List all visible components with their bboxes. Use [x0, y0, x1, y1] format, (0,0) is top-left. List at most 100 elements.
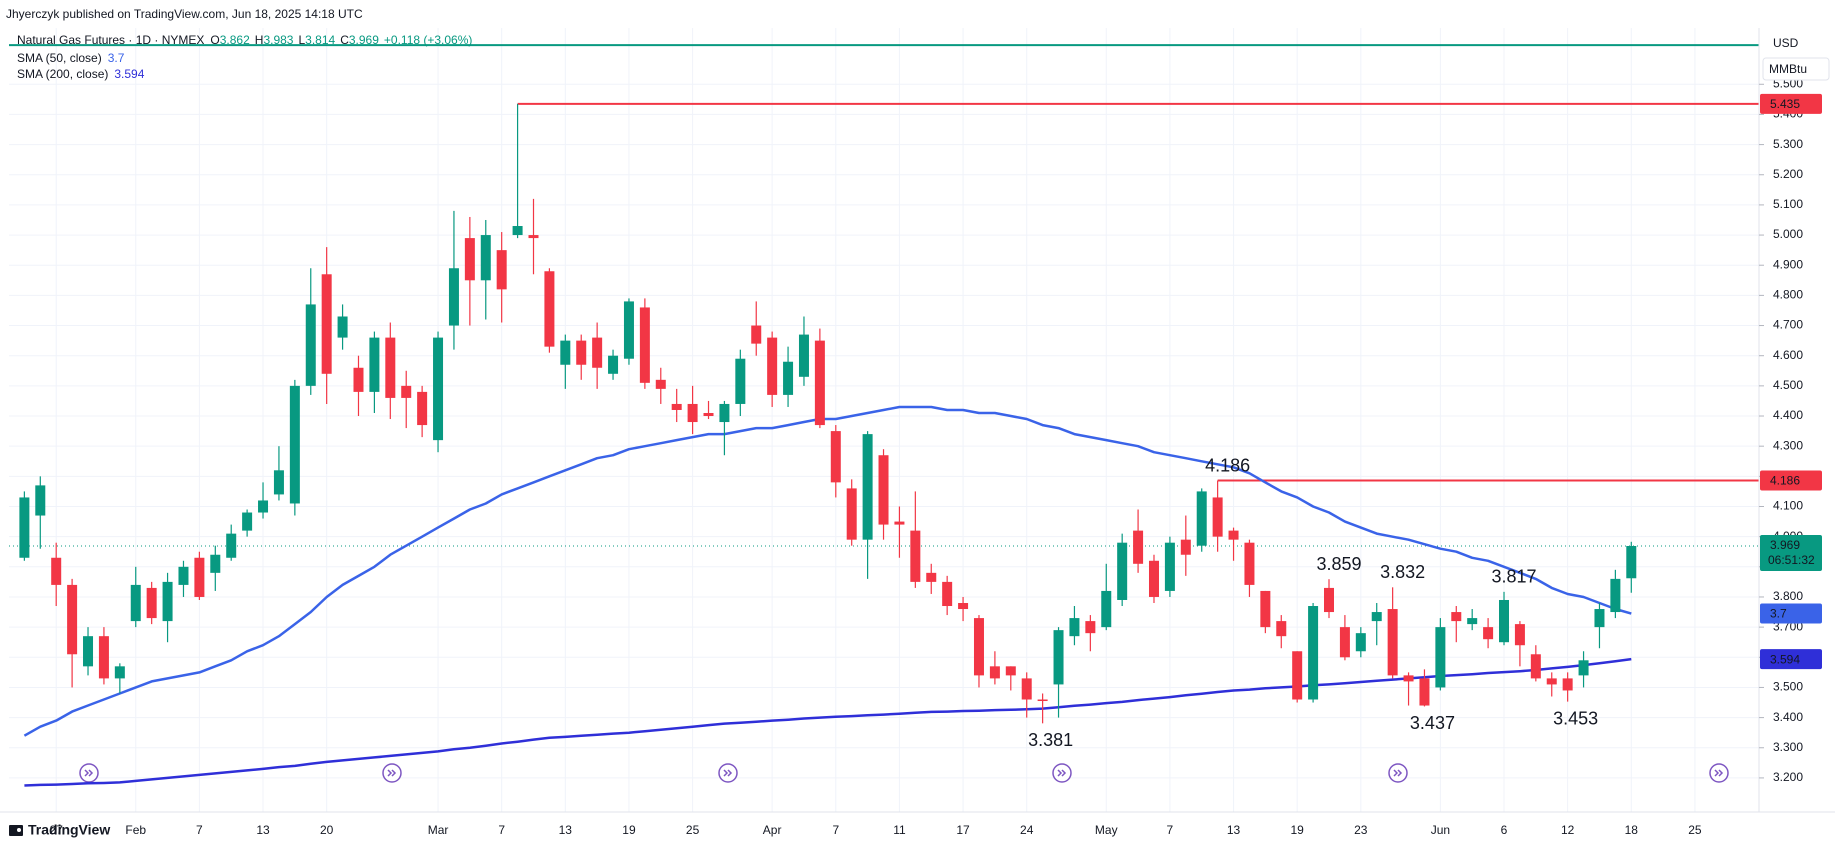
candle-body	[1499, 599, 1510, 643]
candle-body	[1562, 678, 1573, 691]
candle-body	[528, 235, 539, 239]
candle-body	[1467, 618, 1478, 625]
high-annotation: 4.186	[1205, 455, 1250, 475]
legend-row: Natural Gas Futures · 1D · NYMEX O3.862 H3…	[17, 33, 472, 47]
x-tick-label: 11	[893, 823, 906, 837]
sma-tag-label: 3.7	[1770, 607, 1787, 621]
candle-body	[242, 512, 253, 531]
y-tick-label: 4.400	[1773, 408, 1803, 422]
x-tick-label: May	[1095, 823, 1118, 837]
candle-body	[417, 391, 428, 426]
candle-body	[1005, 666, 1016, 676]
candle-body	[210, 554, 221, 573]
candle-body	[894, 521, 905, 525]
last-price-tag	[1760, 535, 1822, 571]
logo-mark	[9, 825, 23, 836]
candle-body	[114, 666, 125, 679]
logo-dot	[17, 828, 21, 832]
candle-body	[258, 500, 269, 513]
candle-body	[162, 581, 173, 622]
unit-box	[1762, 57, 1830, 81]
y-tick-label: 3.200	[1773, 770, 1803, 784]
event-icon-arrow	[1714, 769, 1724, 777]
candle-body	[289, 385, 300, 504]
candle-body	[83, 636, 94, 667]
x-tick-label: 17	[956, 823, 970, 837]
candle-body	[1483, 627, 1494, 640]
close-value: 3.969	[349, 33, 379, 47]
candle-body	[1101, 590, 1112, 628]
candle-body	[1053, 630, 1064, 685]
candle-body	[814, 340, 825, 426]
candle-body	[464, 238, 475, 281]
y-tick-label: 3.400	[1773, 710, 1803, 724]
x-tick-label: 13	[1227, 823, 1241, 837]
candle-body	[1196, 491, 1207, 546]
candle-body	[639, 307, 650, 383]
symbol-title: Natural Gas Futures · 1D · NYMEX	[17, 33, 204, 47]
y-tick-label: 4.100	[1773, 499, 1803, 513]
low-annotation: 3.453	[1553, 708, 1598, 728]
y-tick-label: 4.300	[1773, 438, 1803, 452]
candle-body	[767, 337, 778, 395]
sma50-name: SMA (50, close)	[17, 51, 102, 65]
candle-body	[1339, 627, 1350, 658]
candle-body	[226, 533, 237, 558]
low-annotation: 3.381	[1028, 730, 1073, 750]
price-tag	[1760, 470, 1822, 491]
candle-body	[798, 334, 809, 377]
candle-body	[655, 379, 666, 389]
candle-body	[433, 337, 444, 441]
candle-body	[1021, 678, 1032, 700]
y-tick-label: 4.900	[1773, 257, 1803, 271]
candle-body	[1164, 542, 1175, 591]
countdown-label: 06:51:32	[1768, 553, 1815, 567]
high-annotation: 3.859	[1316, 554, 1361, 574]
candle-body	[337, 316, 348, 338]
candle-body	[1276, 621, 1287, 637]
candle-body	[973, 618, 984, 676]
x-tick-label: 18	[1625, 823, 1639, 837]
candle-body	[1069, 618, 1080, 637]
candle-body	[1594, 609, 1605, 628]
x-tick-label: Feb	[125, 823, 146, 837]
currency-label: USD	[1773, 36, 1799, 50]
candle-body	[1308, 606, 1319, 700]
candle-body	[862, 434, 873, 540]
high-annotation: 3.817	[1491, 567, 1536, 587]
candle-body	[1260, 590, 1271, 628]
sma50-legend: SMA (50, close) 3.7	[17, 51, 125, 65]
x-tick-label: 7	[498, 823, 505, 837]
candle-body	[1546, 678, 1557, 685]
candle-body	[353, 367, 364, 392]
price-tag	[1760, 93, 1822, 114]
x-tick-label: Apr	[763, 823, 782, 837]
candle-body	[623, 301, 634, 359]
candle-body	[1212, 497, 1223, 537]
candle-body	[273, 470, 284, 495]
candle-body	[1451, 612, 1462, 622]
candle-body	[719, 403, 730, 423]
x-tick-label: 7	[832, 823, 839, 837]
candle-body	[1435, 627, 1446, 688]
event-icon-arrow	[1393, 769, 1403, 777]
candle-body	[35, 485, 46, 516]
candle-body	[958, 603, 969, 610]
candle-body	[1228, 530, 1239, 540]
candle-body	[51, 557, 62, 585]
candle-body	[1117, 542, 1128, 600]
candle-body	[926, 572, 937, 582]
candle-body	[448, 268, 459, 326]
candle-body	[560, 340, 571, 365]
candle-body	[942, 581, 953, 607]
last-price-label: 3.969	[1770, 538, 1800, 552]
legend-key: C	[340, 33, 349, 47]
y-tick-label: 3.800	[1773, 589, 1803, 603]
sma200-value: 3.594	[114, 67, 144, 81]
candle-body	[1148, 560, 1159, 597]
change-value: +0.118 (+3.06%)	[384, 33, 473, 47]
candle-body	[608, 355, 619, 374]
candle-body	[878, 455, 889, 525]
